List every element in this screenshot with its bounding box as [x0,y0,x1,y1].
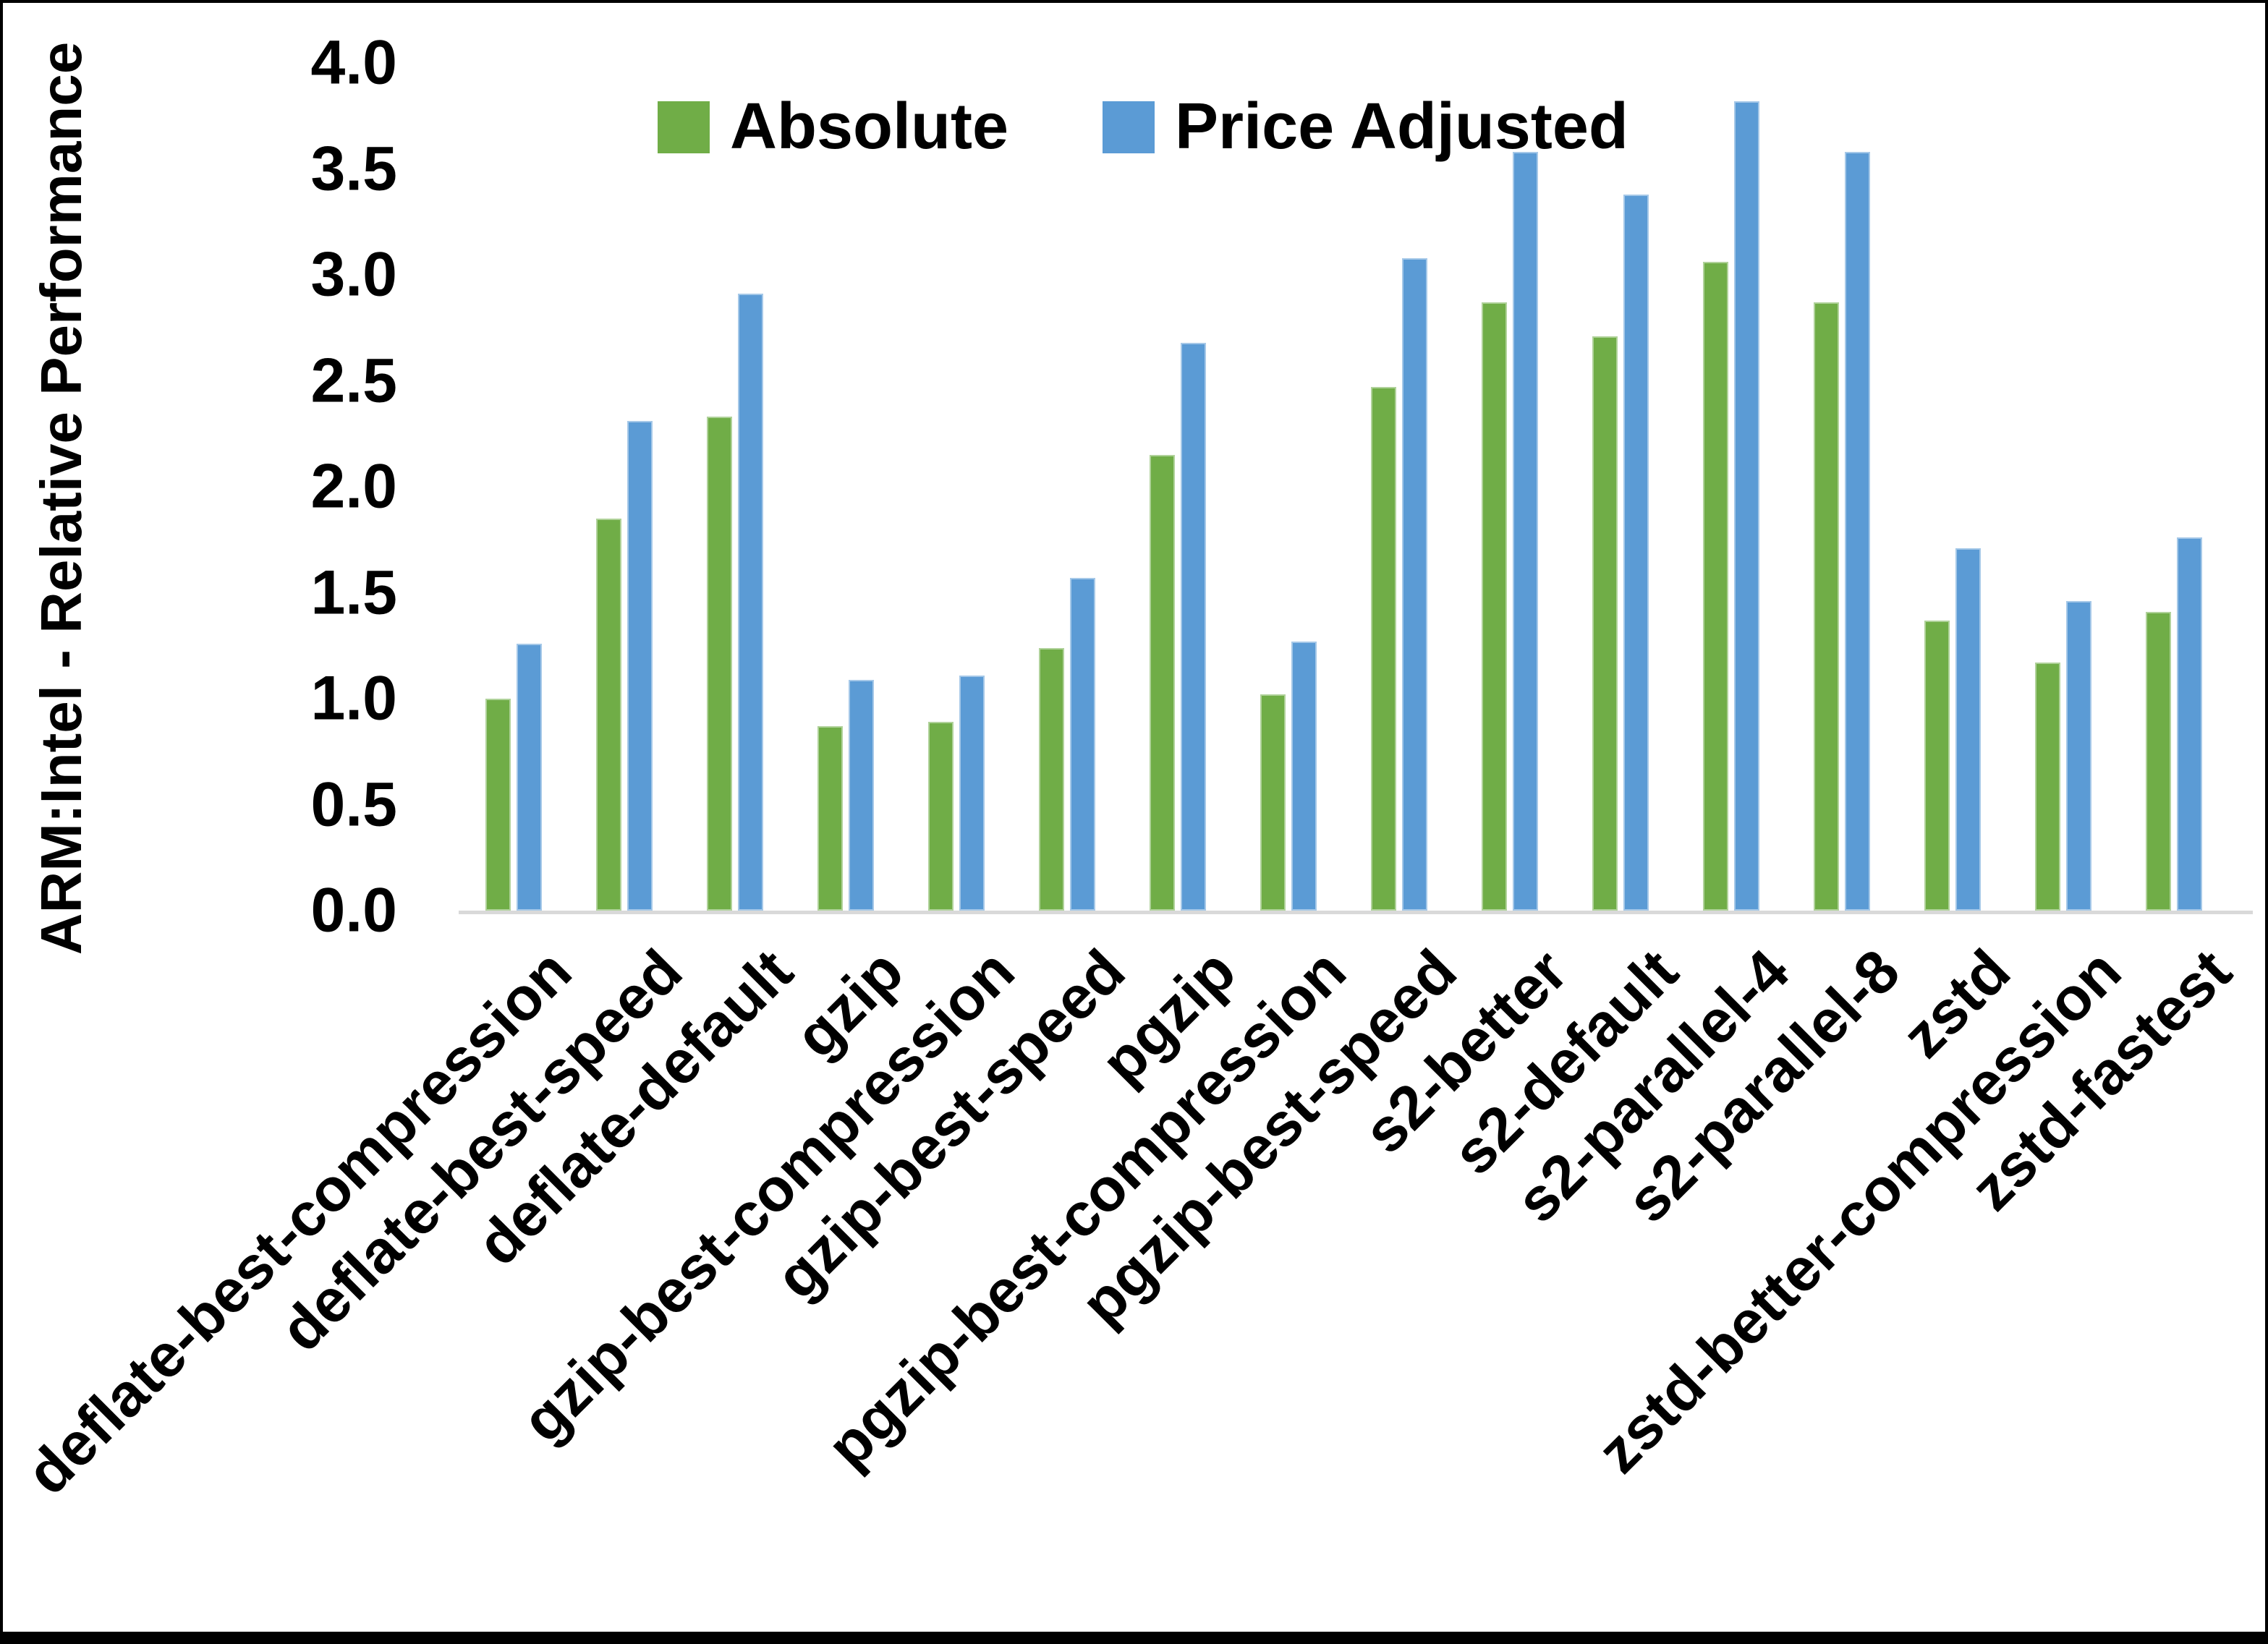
bar-price-adjusted-pgzip [1181,343,1206,911]
bar-price-adjusted-deflate-best-speed [627,421,653,911]
bar-price-adjusted-zstd-better-compression [2066,601,2091,911]
plot-area [459,63,2253,914]
bar-absolute-pgzip [1150,455,1175,911]
y-tick-label: 1.0 [310,663,397,733]
bar-absolute-pgzip-best-compression [1260,694,1286,911]
bar-price-adjusted-pgzip-best-compression [1291,642,1317,911]
bar-price-adjusted-gzip [849,680,874,911]
legend-item-price-adjusted: Price Adjusted [1103,90,1628,164]
bar-price-adjusted-deflate-default [738,294,763,911]
bar-price-adjusted-s2-default [1623,195,1649,911]
y-tick-label: 4.0 [310,27,397,98]
bar-price-adjusted-s2-parallel-4 [1734,101,1759,911]
bar-absolute-s2-better [1482,302,1507,911]
y-tick-label: 2.5 [310,346,397,415]
y-tick-label: 0.0 [310,875,397,945]
y-tick-label: 3.0 [310,239,397,310]
legend: Absolute Price Adjusted [658,90,1628,164]
legend-item-absolute: Absolute [658,90,1008,164]
bar-price-adjusted-zstd-fastest [2177,537,2202,911]
y-tick-label: 2.0 [310,451,397,521]
bar-price-adjusted-s2-parallel-8 [1845,152,1870,911]
bar-price-adjusted-gzip-best-compression [959,676,985,911]
legend-swatch-icon [1103,101,1155,153]
bar-price-adjusted-zstd [1955,548,1981,911]
bar-absolute-zstd-better-compression [2035,663,2060,911]
bar-absolute-zstd-fastest [2146,612,2171,911]
legend-label: Absolute [730,90,1009,163]
bar-absolute-s2-parallel-4 [1703,262,1728,911]
bar-absolute-gzip [817,726,843,911]
bar-absolute-s2-parallel-8 [1814,302,1839,911]
bar-absolute-gzip-best-speed [1039,648,1064,911]
bar-absolute-deflate-best-compression [485,699,511,911]
y-tick-label: 1.5 [310,558,397,627]
bar-price-adjusted-deflate-best-compression [517,644,542,911]
bottom-border-bar [3,1632,2265,1641]
y-tick-label: 3.5 [310,134,397,203]
bar-price-adjusted-pgzip-best-speed [1402,258,1427,911]
bar-absolute-s2-default [1592,336,1618,911]
legend-label: Price Adjusted [1175,90,1628,163]
bar-absolute-deflate-best-speed [596,519,621,911]
bar-price-adjusted-gzip-best-speed [1070,578,1095,911]
y-tick-label: 0.5 [310,770,397,839]
bar-absolute-deflate-default [707,417,732,911]
legend-swatch-icon [658,101,710,153]
bar-absolute-pgzip-best-speed [1371,387,1396,911]
bar-absolute-gzip-best-compression [928,722,954,911]
bar-price-adjusted-s2-better [1513,152,1538,911]
bar-absolute-zstd [1924,621,1950,911]
